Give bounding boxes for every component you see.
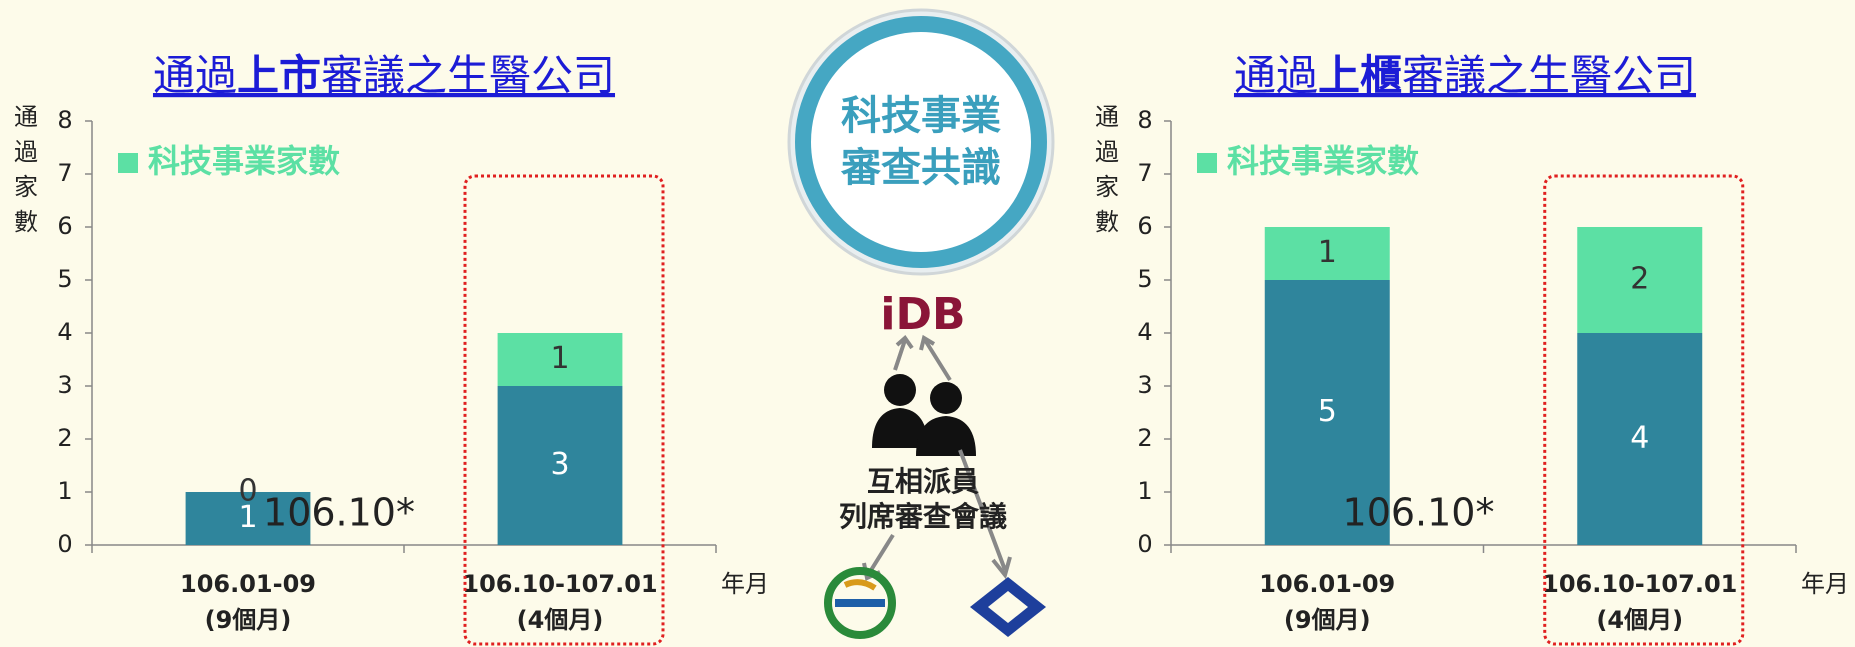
y-tick-label: 4 <box>1137 318 1152 346</box>
y-tick-label: 2 <box>57 424 72 452</box>
caption: 列席審查會議 <box>839 500 1007 533</box>
title-part: 上市 <box>237 51 321 100</box>
title-part: 通過 <box>1234 51 1318 100</box>
y-tick-label: 2 <box>1137 424 1152 452</box>
y-tick-label: 8 <box>57 106 72 134</box>
y-tick-label: 8 <box>1137 106 1152 134</box>
bar-value-label: 1 <box>1318 235 1337 270</box>
x-tick-label: 106.01-09 <box>180 570 316 598</box>
caption: 互相派員 <box>867 465 979 498</box>
highlight-box <box>1543 174 1745 646</box>
people-icon <box>872 374 976 456</box>
y-axis-label: 數 <box>14 208 38 236</box>
x-tick-label: (9個月) <box>1284 606 1371 634</box>
y-tick-label: 5 <box>1137 265 1152 293</box>
bar-segment <box>1577 227 1703 333</box>
bar-value-label: 5 <box>1318 394 1337 429</box>
x-tick-label: (4個月) <box>1596 606 1683 634</box>
bar-value-label: 3 <box>550 447 569 482</box>
bar-segment <box>497 333 623 386</box>
bar-segment <box>497 386 623 545</box>
y-tick-label: 7 <box>1137 159 1152 187</box>
title-part: 上櫃 <box>1318 51 1402 100</box>
idb-logo: iDB <box>880 289 965 340</box>
y-tick-label: 5 <box>57 265 72 293</box>
chart-title: 通過上櫃審議之生醫公司 <box>1234 51 1696 100</box>
logo-left <box>824 567 896 639</box>
bar-value-label: 1 <box>238 500 257 535</box>
bar-segment <box>1264 227 1390 280</box>
y-tick-label: 6 <box>57 212 72 240</box>
legend-label: 科技事業家數 <box>148 142 340 180</box>
title-part: 審議之生醫公司 <box>321 51 615 100</box>
x-axis-label: 年月 <box>1801 570 1849 598</box>
bar-segment <box>185 492 311 545</box>
bar-value-label: 0 <box>238 474 257 509</box>
legend-label: 科技事業家數 <box>1227 142 1419 180</box>
y-tick-label: 4 <box>57 318 72 346</box>
y-tick-label: 6 <box>1137 212 1152 240</box>
bar-value-label: 1 <box>550 341 569 376</box>
x-tick-label: (9個月) <box>205 606 292 634</box>
chart-title: 通過上市審議之生醫公司 <box>153 51 615 100</box>
title-part: 審議之生醫公司 <box>1402 51 1696 100</box>
annotation: 106.10* <box>263 491 415 535</box>
y-tick-label: 0 <box>57 530 72 558</box>
highlight-box <box>463 174 665 646</box>
badge-ring <box>795 16 1047 268</box>
logo-right <box>970 577 1046 637</box>
annotation: 106.10* <box>1343 491 1495 535</box>
x-tick-label: 106.10-107.01 <box>1542 570 1737 598</box>
x-tick-label: (4個月) <box>517 606 604 634</box>
y-axis-label: 通 <box>14 103 38 131</box>
y-tick-label: 3 <box>1137 371 1152 399</box>
legend-swatch <box>118 153 138 173</box>
x-axis-label: 年月 <box>721 570 769 598</box>
arrows <box>862 334 1012 581</box>
y-axis-label: 家 <box>14 173 38 201</box>
y-axis-label: 過 <box>1095 138 1119 166</box>
y-axis-label: 數 <box>1095 208 1119 236</box>
bar-segment <box>1577 333 1703 545</box>
title-part: 通過 <box>153 51 237 100</box>
badge-text: 科技事業 <box>841 93 1001 139</box>
x-tick-label: 106.10-107.01 <box>462 570 657 598</box>
y-axis-label: 過 <box>14 138 38 166</box>
y-tick-label: 1 <box>1137 477 1152 505</box>
y-axis-label: 通 <box>1095 103 1119 131</box>
badge: 科技事業 審查共識 <box>787 8 1055 276</box>
y-axis-label: 家 <box>1095 173 1119 201</box>
bar-value-label: 2 <box>1630 262 1649 297</box>
bar-value-label: 4 <box>1630 421 1649 456</box>
badge-text: 審查共識 <box>840 145 1001 191</box>
y-tick-label: 1 <box>57 477 72 505</box>
x-tick-label: 106.01-09 <box>1259 570 1395 598</box>
y-tick-label: 7 <box>57 159 72 187</box>
y-tick-label: 3 <box>57 371 72 399</box>
legend-swatch <box>1197 153 1217 173</box>
y-tick-label: 0 <box>1137 530 1152 558</box>
bar-segment <box>1264 280 1390 545</box>
